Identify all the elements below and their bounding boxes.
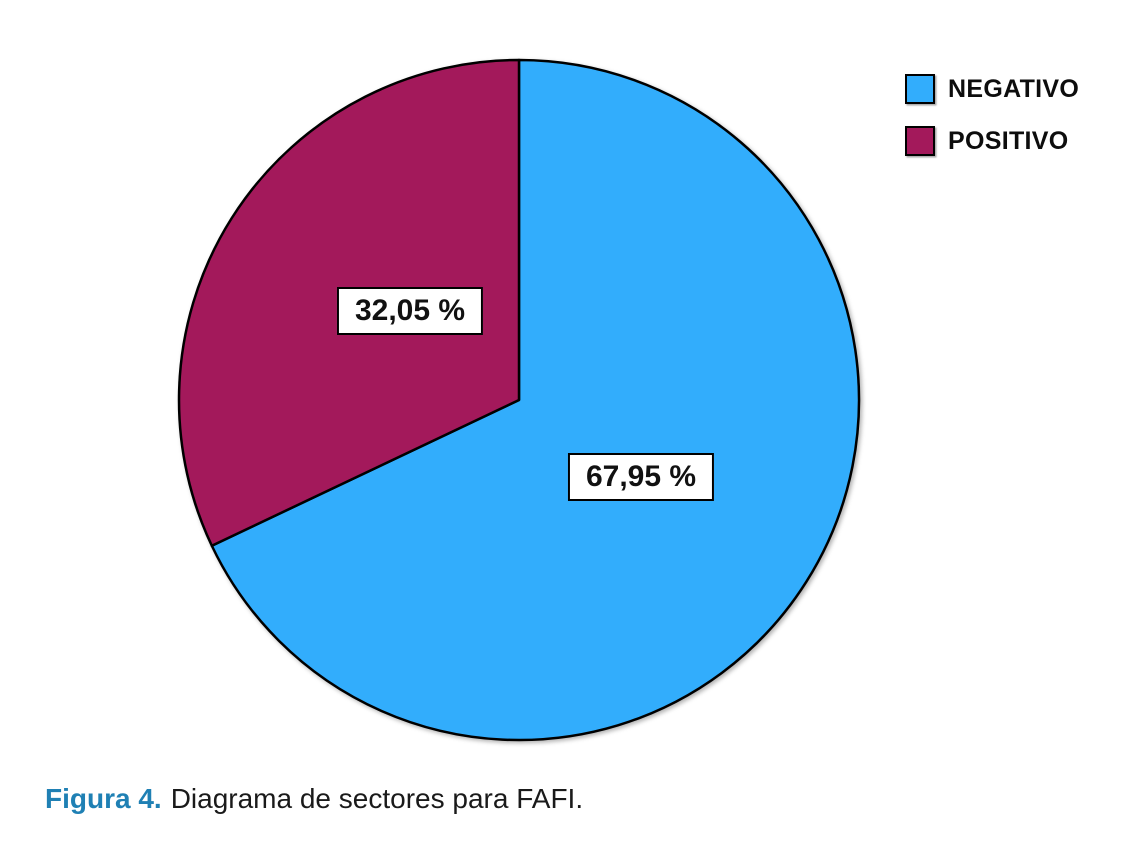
legend-swatch-positivo-icon (905, 126, 935, 156)
legend-label-positivo: POSITIVO (948, 126, 1069, 155)
pie-slice-negativo (210, 58, 861, 742)
slice-label-negativo: 67,95 % (567, 453, 715, 501)
legend-swatch-negativo-icon (905, 74, 935, 104)
legend-label-negativo: NEGATIVO (948, 74, 1080, 103)
legend: NEGATIVO POSITIVO (905, 74, 1079, 156)
legend-item-negativo: NEGATIVO (905, 74, 1079, 104)
figure-caption: Figura 4. Diagrama de sectores para FAFI. (45, 783, 583, 815)
caption-text: Diagrama de sectores para FAFI. (170, 783, 584, 814)
legend-item-positivo: POSITIVO (905, 126, 1079, 156)
slice-label-positivo: 32,05 % (336, 287, 484, 335)
caption-prefix: Figura 4. (45, 783, 162, 814)
